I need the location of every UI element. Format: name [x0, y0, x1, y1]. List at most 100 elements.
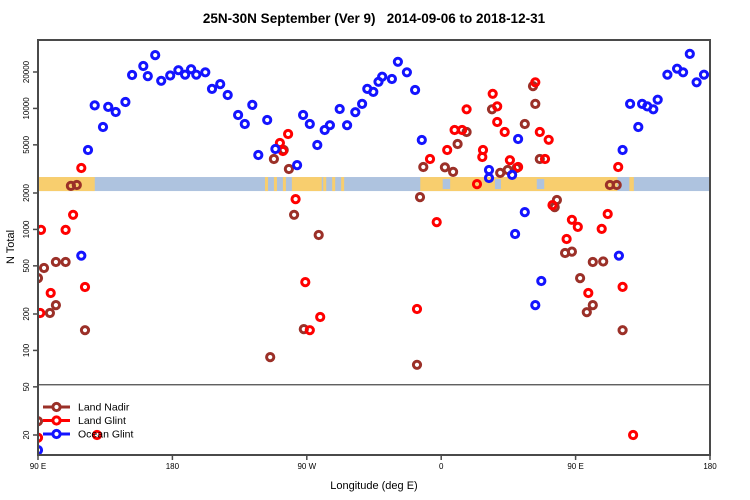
y-tick-label: 200 [22, 307, 31, 321]
data-point [410, 84, 421, 96]
data-point [499, 126, 510, 138]
data-point [452, 138, 463, 150]
data-point [60, 256, 71, 268]
data-point [215, 79, 226, 90]
data-point [253, 149, 264, 161]
data-point [79, 325, 91, 336]
data-point [180, 69, 191, 80]
land-segment [341, 177, 345, 192]
data-point [566, 246, 578, 257]
data-point [292, 160, 303, 171]
legend-label: Land Nadir [78, 402, 130, 414]
data-point [156, 75, 167, 86]
land-segment [629, 177, 634, 192]
data-point [300, 277, 311, 288]
data-point [457, 124, 468, 136]
data-point [483, 164, 495, 176]
data-point [304, 325, 315, 336]
data-point [414, 192, 426, 203]
data-point [401, 67, 412, 78]
land-segment [273, 177, 277, 192]
data-point [684, 48, 695, 60]
data-point [357, 98, 368, 110]
data-point [298, 109, 309, 121]
data-point [262, 114, 273, 126]
x-axis-title: Longitude (deg E) [330, 480, 417, 492]
data-point [442, 144, 453, 156]
data-point [38, 262, 50, 274]
land-segment [282, 177, 286, 192]
x-tick-label: 90 W [297, 462, 316, 471]
ocean-inlet [494, 179, 501, 190]
x-tick-label: 0 [439, 462, 444, 471]
data-point [186, 64, 197, 75]
data-point [200, 67, 211, 78]
data-point [120, 96, 131, 108]
data-point [350, 107, 361, 118]
data-point [368, 86, 379, 98]
data-point [617, 144, 628, 156]
data-point [519, 207, 530, 218]
data-point [313, 229, 324, 241]
data-point [71, 179, 82, 191]
y-tick-label: 20 [22, 430, 31, 439]
legend-label: Ocean Glint [78, 429, 134, 441]
y-tick-label: 10000 [22, 97, 31, 120]
axes: 90 E 180 90 W 0 90 E 180 20000 10000 5000 2000 100… [22, 39, 717, 471]
data-point [418, 161, 429, 173]
scatter-points [38, 48, 710, 455]
chart-title: 25N-30N September (Ver 9) 2014-09-06 to … [202, 11, 546, 26]
data-point [587, 300, 598, 311]
x-tick-label: 180 [166, 462, 180, 471]
data-point [530, 98, 541, 110]
data-point [110, 106, 121, 118]
data-point [461, 104, 472, 115]
data-point [617, 281, 628, 292]
data-point [97, 121, 109, 133]
data-point [377, 71, 388, 82]
data-point [698, 69, 710, 80]
data-point [471, 179, 483, 190]
data-point [312, 139, 323, 151]
data-point [431, 217, 442, 228]
data-point [566, 214, 578, 225]
data-point [342, 120, 353, 131]
data-point [617, 325, 628, 336]
data-point [274, 137, 285, 149]
data-point [534, 126, 545, 138]
y-tick-label: 50 [22, 382, 31, 391]
data-point [38, 224, 47, 235]
data-point [487, 88, 498, 99]
data-point [652, 94, 663, 105]
series-land-glint [38, 77, 639, 443]
legend-item-land-nadir: Land Nadir [43, 402, 130, 414]
y-tick-label: 100 [22, 343, 31, 357]
series-ocean-glint [38, 48, 710, 455]
y-axis-title: N Total [5, 230, 17, 264]
data-point [315, 311, 326, 323]
legend-item-ocean-glint: Ocean Glint [43, 429, 134, 441]
data-point [76, 250, 87, 261]
data-point [50, 256, 62, 268]
data-point [506, 169, 518, 180]
legend-marker-circle [51, 401, 62, 413]
series-land-nadir [38, 81, 628, 427]
x-tick-label: 90 E [567, 462, 583, 471]
data-point [222, 89, 233, 101]
data-point [45, 287, 56, 299]
data-point [265, 352, 276, 363]
data-point [534, 153, 545, 165]
data-point [416, 134, 427, 146]
data-point [613, 161, 624, 173]
data-point [270, 143, 281, 155]
plot-border [37, 39, 711, 456]
y-tick-label: 2000 [22, 184, 31, 202]
data-point [477, 144, 489, 156]
data-point [138, 60, 149, 72]
data-point [191, 69, 202, 80]
data-point [247, 99, 258, 111]
data-point [206, 83, 218, 95]
land-segment [264, 177, 268, 192]
